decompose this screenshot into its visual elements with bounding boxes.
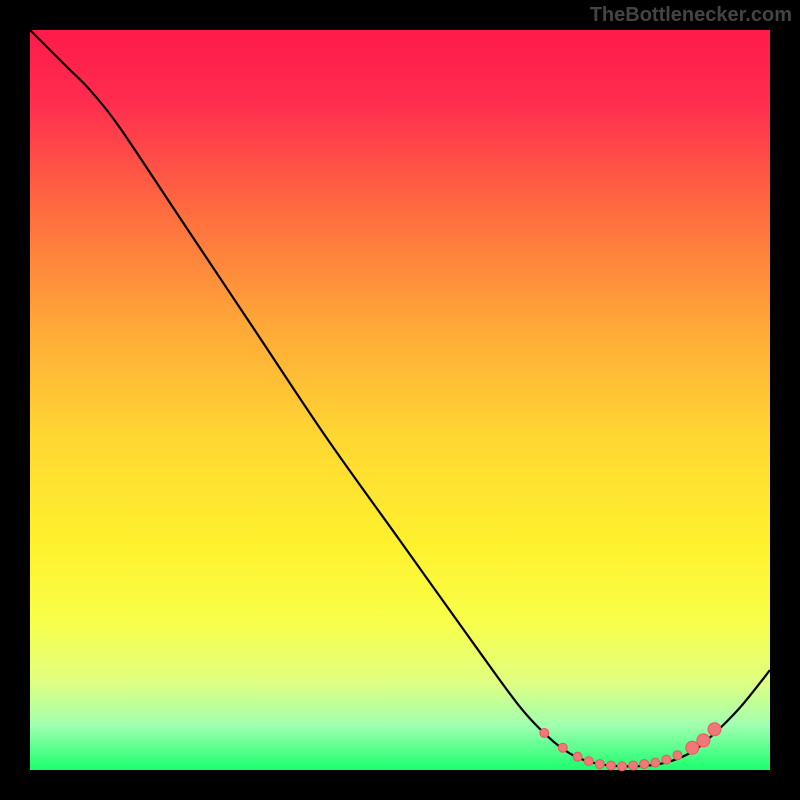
data-marker [686, 741, 699, 754]
data-marker [708, 723, 721, 736]
plot-background [30, 30, 770, 770]
data-marker [606, 761, 615, 770]
data-marker [673, 751, 682, 760]
data-marker [573, 752, 582, 761]
data-marker [595, 760, 604, 769]
bottleneck-chart [0, 0, 800, 800]
watermark-text: TheBottlenecker.com [590, 4, 792, 27]
data-marker [540, 729, 549, 738]
data-marker [618, 762, 627, 771]
data-marker [662, 755, 671, 764]
data-marker [584, 757, 593, 766]
data-marker [697, 734, 710, 747]
data-marker [558, 743, 567, 752]
data-marker [629, 761, 638, 770]
data-marker [640, 760, 649, 769]
data-marker [651, 758, 660, 767]
chart-svg [0, 0, 800, 800]
